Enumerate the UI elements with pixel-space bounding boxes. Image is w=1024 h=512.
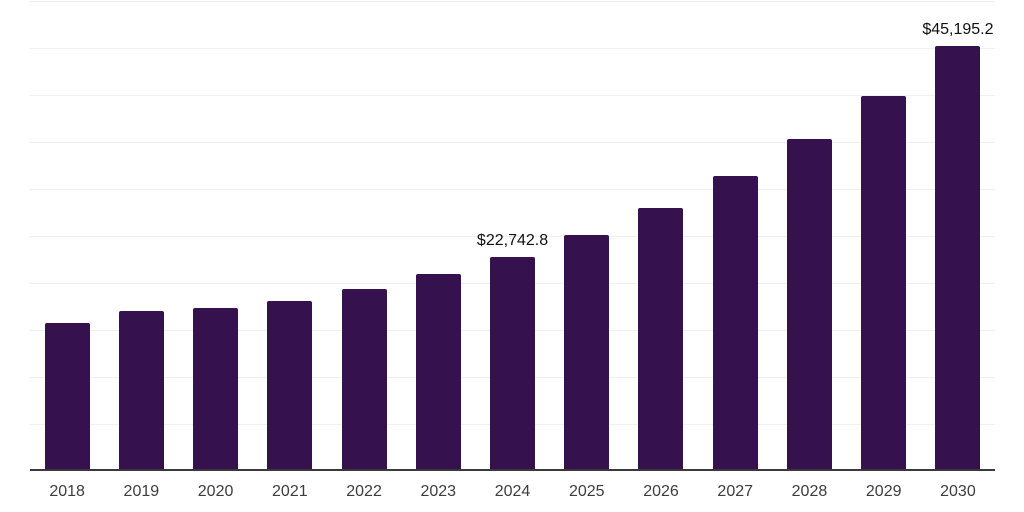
x-tick-2018: 2018 [49, 483, 85, 500]
bar-2024 [490, 257, 536, 471]
x-tick-2030: 2030 [940, 483, 976, 500]
bar-slot-2026 [624, 1, 698, 471]
bar-slot-2024: $22,742.8 [475, 1, 549, 471]
bar-2025 [564, 235, 610, 471]
x-axis-labels: 2018 2019 2020 2021 2022 2023 2024 2025 2026 2027… [30, 481, 995, 503]
gridline-45000 [30, 48, 995, 49]
bar-slot-2029 [847, 1, 921, 471]
bar-2026 [638, 207, 684, 471]
plot-area: $22,742.8 $45,195.2 [30, 1, 995, 471]
bar-2030 [935, 46, 981, 471]
x-axis-line [30, 469, 995, 471]
x-tick-2025: 2025 [568, 483, 605, 500]
x-tick-2026: 2026 [643, 483, 679, 500]
bar-2027 [712, 175, 758, 471]
x-tick-2027: 2027 [717, 483, 754, 500]
bar-slot-2022 [327, 1, 401, 471]
bar-slot-2021 [253, 1, 327, 471]
x-tick-2020: 2020 [197, 483, 234, 500]
bar-2021 [267, 300, 313, 471]
gridline-40000 [30, 95, 995, 96]
x-tick-2022: 2022 [346, 483, 382, 500]
gridline-30000 [30, 189, 995, 190]
gridline-25000 [30, 236, 995, 237]
bar-slot-2027 [698, 1, 772, 471]
bar-2028 [786, 139, 832, 471]
bar-2019 [118, 311, 164, 471]
bar-slot-2025 [550, 1, 624, 471]
bar-slot-2028 [772, 1, 846, 471]
x-tick-2029: 2029 [865, 483, 902, 500]
gridline-35000 [30, 142, 995, 143]
bar-slot-2020 [178, 1, 252, 471]
bar-slot-2023 [401, 1, 475, 471]
bar-2023 [415, 274, 461, 471]
bar-2029 [861, 95, 907, 471]
x-tick-2019: 2019 [123, 483, 160, 500]
bar-2020 [193, 307, 239, 471]
bar-slot-2030: $45,195.2 [921, 1, 995, 471]
x-tick-2024: 2024 [494, 483, 531, 500]
x-tick-2023: 2023 [420, 483, 457, 500]
bar-slot-2019 [104, 1, 178, 471]
x-tick-2021: 2021 [272, 483, 308, 500]
bar-value-label-2024: $22,742.8 [476, 232, 549, 250]
x-tick-2028: 2028 [791, 483, 828, 500]
gridline-50000 [30, 1, 995, 2]
bar-2018 [44, 323, 90, 471]
bar-slot-2018 [30, 1, 104, 471]
bar-2022 [341, 289, 387, 471]
bar-value-label-2030: $45,195.2 [922, 21, 994, 39]
